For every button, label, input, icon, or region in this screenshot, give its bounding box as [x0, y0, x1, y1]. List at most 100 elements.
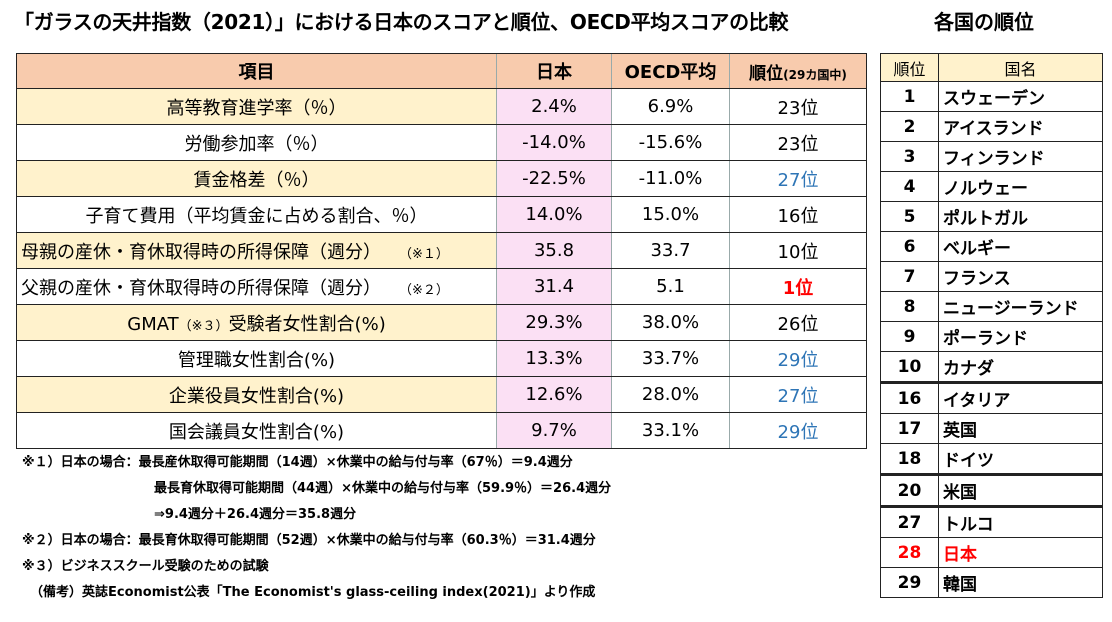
- ranking-country: 日本: [938, 537, 1103, 568]
- row-item: GMAT（※３）受験者女性割合(%): [16, 304, 497, 341]
- ranking-number: 5: [880, 201, 939, 232]
- ranking-row-japan: 28 日本: [880, 537, 1103, 568]
- ranking-title: 各国の順位: [934, 10, 1034, 34]
- ranking-number: 28: [880, 537, 939, 568]
- ranking-number: 4: [880, 171, 939, 202]
- note-2: ※２）日本の場合：最長育休取得可能期間（52週）×休業中の給与付与率（60.3％…: [22, 533, 596, 548]
- footnotes: ※１）日本の場合：最長産休取得可能期間（14週）×休業中の給与付与率（67％）＝…: [22, 450, 611, 606]
- table-row: 母親の産休・育休取得時の所得保障（週分） （※１） 35.8 33.7 10位: [16, 232, 867, 269]
- row-japan: 29.3%: [496, 304, 612, 341]
- ranking-number: 6: [880, 231, 939, 262]
- ranking-number: 9: [880, 321, 939, 352]
- header-item: 項目: [16, 53, 497, 89]
- ranking-row: 9 ポーランド: [880, 321, 1103, 352]
- ranking-country: カナダ: [938, 351, 1103, 383]
- row-item-note: （※２）: [399, 282, 449, 298]
- table-row: GMAT（※３）受験者女性割合(%) 29.3% 38.0% 26位: [16, 304, 867, 341]
- row-japan: 14.0%: [496, 196, 612, 233]
- row-oecd: 15.0%: [611, 196, 730, 233]
- row-item-note: （※３）: [178, 318, 229, 334]
- ranking-country: スウェーデン: [938, 81, 1103, 112]
- ranking-header-row: 順位 国名: [880, 53, 1103, 82]
- row-item: 高等教育進学率（％）: [16, 88, 497, 125]
- ranking-country: ポルトガル: [938, 201, 1103, 232]
- row-japan: -22.5%: [496, 160, 612, 197]
- ranking-country: ベルギー: [938, 231, 1103, 262]
- ranking-number: 2: [880, 111, 939, 142]
- row-rank: 26位: [729, 304, 867, 341]
- row-item-note: （※１）: [399, 246, 449, 262]
- comparison-table: 項目 日本 OECD平均 順位(29カ国中) 高等教育進学率（％） 2.4% 6…: [16, 53, 867, 449]
- ranking-number: 8: [880, 291, 939, 322]
- ranking-country: 英国: [938, 413, 1103, 444]
- row-item: 管理職女性割合(%): [16, 340, 497, 377]
- row-item: 母親の産休・育休取得時の所得保障（週分） （※１）: [16, 232, 497, 269]
- ranking-country: ノルウェー: [938, 171, 1103, 202]
- row-japan: 31.4: [496, 268, 612, 305]
- row-oecd: 38.0%: [611, 304, 730, 341]
- note-source: （備考）英誌Economist公表「The Economist's glass-…: [30, 585, 596, 600]
- row-rank: 23位: [729, 124, 867, 161]
- table-row: 父親の産休・育休取得時の所得保障（週分） （※２） 31.4 5.1 1位: [16, 268, 867, 305]
- row-japan: 13.3%: [496, 340, 612, 377]
- row-japan: 2.4%: [496, 88, 612, 125]
- ranking-country: アイスランド: [938, 111, 1103, 142]
- ranking-country: 韓国: [938, 567, 1103, 598]
- table-row: 労働参加率（％） -14.0% -15.6% 23位: [16, 124, 867, 161]
- note-1b: 最長育休取得可能期間（44週）×休業中の給与付与率（59.9％）＝26.4週分: [154, 481, 612, 496]
- ranking-row: 3 フィンランド: [880, 141, 1103, 172]
- ranking-number: 27: [880, 505, 939, 538]
- ranking-row: 20 米国: [880, 473, 1103, 507]
- ranking-number: 18: [880, 443, 939, 475]
- ranking-row: 5 ポルトガル: [880, 201, 1103, 232]
- note-3: ※３）ビジネススクール受験のための試験: [22, 559, 269, 574]
- row-oecd: 33.7%: [611, 340, 730, 377]
- ranking-row: 10 カナダ: [880, 351, 1103, 383]
- ranking-country: ポーランド: [938, 321, 1103, 352]
- row-rank: 10位: [729, 232, 867, 269]
- row-oecd: 28.0%: [611, 376, 730, 413]
- row-oecd: 33.7: [611, 232, 730, 269]
- ranking-row: 27 トルコ: [880, 505, 1103, 538]
- ranking-number: 17: [880, 413, 939, 444]
- ranking-number: 20: [880, 473, 939, 507]
- row-oecd: 5.1: [611, 268, 730, 305]
- ranking-number: 16: [880, 381, 939, 414]
- row-item: 子育て費用（平均賃金に占める割合、％）: [16, 196, 497, 233]
- table-row: 管理職女性割合(%) 13.3% 33.7% 29位: [16, 340, 867, 377]
- header-rank: 順位(29カ国中): [729, 53, 867, 89]
- row-rank: 23位: [729, 88, 867, 125]
- row-oecd: -15.6%: [611, 124, 730, 161]
- ranking-number: 10: [880, 351, 939, 383]
- row-item: 労働参加率（％）: [16, 124, 497, 161]
- row-rank: 16位: [729, 196, 867, 233]
- header-rank-note: (29カ国中): [783, 67, 847, 82]
- ranking-country: フィンランド: [938, 141, 1103, 172]
- ranking-row: 2 アイスランド: [880, 111, 1103, 142]
- table-row: 国会議員女性割合(%) 9.7% 33.1% 29位: [16, 412, 867, 449]
- row-oecd: -11.0%: [611, 160, 730, 197]
- ranking-country: ドイツ: [938, 443, 1103, 475]
- row-oecd: 33.1%: [611, 412, 730, 449]
- note-1c: ⇒9.4週分＋26.4週分＝35.8週分: [154, 507, 357, 522]
- row-oecd: 6.9%: [611, 88, 730, 125]
- ranking-row: 17 英国: [880, 413, 1103, 444]
- ranking-number: 1: [880, 81, 939, 112]
- table-row: 子育て費用（平均賃金に占める割合、％） 14.0% 15.0% 16位: [16, 196, 867, 233]
- ranking-number: 7: [880, 261, 939, 292]
- ranking-country: トルコ: [938, 505, 1103, 538]
- ranking-country: 米国: [938, 473, 1103, 507]
- table-header-row: 項目 日本 OECD平均 順位(29カ国中): [16, 53, 867, 89]
- ranking-country: ニュージーランド: [938, 291, 1103, 322]
- row-rank: 29位: [729, 340, 867, 377]
- ranking-country: フランス: [938, 261, 1103, 292]
- ranking-table: 順位 国名 1 スウェーデン 2 アイスランド 3 フィンランド 4 ノルウェー 5 ポル…: [880, 53, 1103, 598]
- ranking-row: 8 ニュージーランド: [880, 291, 1103, 322]
- ranking-row: 1 スウェーデン: [880, 81, 1103, 112]
- table-row: 高等教育進学率（％） 2.4% 6.9% 23位: [16, 88, 867, 125]
- row-item: 国会議員女性割合(%): [16, 412, 497, 449]
- page-title: 「ガラスの天井指数（2021）」における日本のスコアと順位、OECD平均スコアの…: [14, 10, 789, 34]
- table-row: 企業役員女性割合(%) 12.6% 28.0% 27位: [16, 376, 867, 413]
- row-japan: 9.7%: [496, 412, 612, 449]
- row-item: 父親の産休・育休取得時の所得保障（週分） （※２）: [16, 268, 497, 305]
